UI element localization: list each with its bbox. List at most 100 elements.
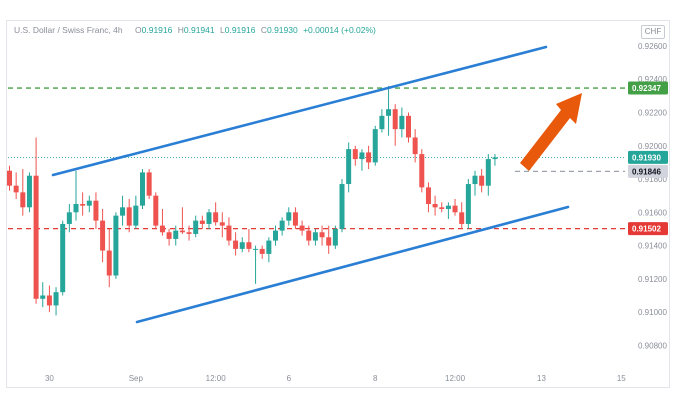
candle-body [472, 175, 478, 185]
candle [306, 225, 312, 246]
candle-body [459, 212, 465, 224]
candle [186, 225, 192, 241]
candle [40, 282, 46, 308]
candle-body [359, 152, 365, 160]
candle-body [292, 212, 298, 226]
candle [213, 202, 219, 226]
candle [60, 220, 66, 296]
candle [339, 179, 345, 233]
price-tag: 0.91846 [628, 164, 668, 178]
candle-body [100, 220, 106, 251]
price-tag-box [628, 164, 668, 178]
candle [319, 225, 325, 246]
candle [206, 208, 212, 229]
candle-body [60, 223, 66, 293]
candle [146, 169, 152, 199]
channel-upper-line [51, 45, 548, 177]
candle [140, 169, 145, 209]
candle-body [319, 232, 325, 238]
x-tick-label: Sep [129, 374, 144, 383]
y-tick-label: 0.91400 [638, 242, 667, 251]
candle-body [206, 212, 212, 224]
candle-body [166, 232, 172, 239]
candle-body [312, 232, 318, 241]
candle-body [326, 237, 332, 246]
candle [452, 199, 458, 216]
candle-body [439, 207, 445, 209]
candle [445, 202, 451, 219]
price-tag: 0.92347 [628, 81, 668, 95]
candle [419, 149, 425, 193]
candle-body [425, 187, 431, 204]
candle [33, 137, 39, 304]
y-tick-label: 0.91000 [638, 308, 667, 317]
candle-body [479, 175, 485, 186]
candle-body [66, 212, 72, 224]
change-value: +0.00014 (+0.02%) [303, 25, 376, 35]
candle [472, 170, 478, 196]
candle [259, 245, 265, 259]
candle [299, 220, 305, 236]
candle [439, 202, 445, 213]
price-tag-box [628, 81, 668, 95]
candle-body [159, 225, 165, 233]
candle-body [485, 159, 491, 186]
candle-body [33, 175, 39, 299]
candle [286, 207, 292, 226]
candle [13, 172, 19, 199]
x-tick-label: 12:00 [445, 374, 466, 383]
candle [20, 169, 26, 216]
candle [266, 237, 272, 263]
candle-body [412, 137, 418, 155]
candle [166, 228, 172, 246]
candle [7, 165, 12, 191]
candle [346, 142, 352, 193]
candle-body [306, 230, 312, 241]
candle-body [86, 200, 92, 206]
candle-body [193, 220, 199, 234]
candle [80, 192, 86, 216]
candle [352, 145, 358, 166]
up-arrow-icon [520, 93, 582, 171]
candle [359, 149, 365, 171]
candle-body [239, 242, 245, 249]
candle-body [332, 228, 338, 246]
candle-body [93, 200, 99, 221]
candle [326, 225, 332, 254]
candle-body [26, 175, 32, 208]
candle-body [346, 149, 352, 185]
candle [425, 182, 431, 213]
candle-body [153, 195, 159, 226]
candle [100, 208, 106, 263]
candle-body [213, 212, 219, 223]
candle-body [372, 129, 378, 163]
candle [399, 107, 405, 138]
price-tag-box [628, 222, 668, 236]
x-tick-label: 8 [373, 374, 378, 383]
price-tag-label: 0.91502 [632, 225, 661, 234]
candle [73, 170, 79, 221]
currency-button[interactable]: CHF [641, 25, 665, 39]
candle [239, 237, 245, 253]
price-tag-label: 0.91846 [632, 167, 661, 176]
candle-body [379, 115, 385, 130]
candle [246, 228, 252, 253]
candle-body [120, 207, 126, 216]
candle [219, 212, 225, 238]
close-value: 0.91930 [266, 25, 298, 35]
price-tag: 0.91930 [628, 150, 668, 164]
candle-body [40, 295, 46, 299]
candle [173, 225, 179, 246]
candle [226, 217, 232, 246]
x-tick-label: 12:00 [206, 374, 227, 383]
candle-body [419, 154, 425, 188]
candle-body [80, 203, 86, 206]
candle-body [226, 225, 232, 241]
low-value: 0.91916 [224, 25, 256, 35]
candle [392, 104, 398, 146]
candle [292, 207, 298, 229]
candle-body [179, 230, 185, 233]
chart-frame [6, 20, 670, 388]
symbol-title: U.S. Dollar / Swiss Franc, 4h [14, 25, 123, 35]
